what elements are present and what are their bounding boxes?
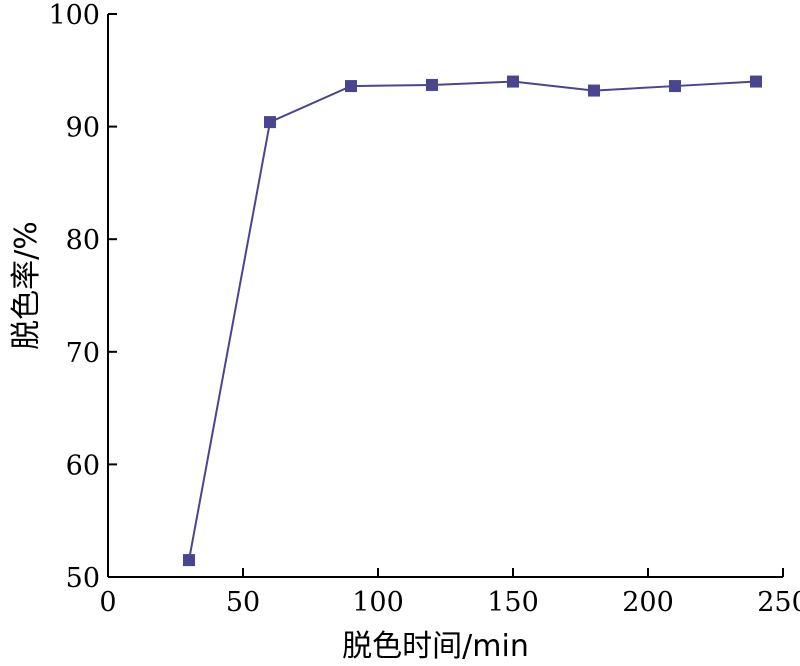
y-tick-label: 90: [66, 113, 100, 144]
y-tick-label: 50: [66, 563, 100, 594]
y-tick-label: 80: [66, 225, 100, 256]
y-axis-ticks: 50 60 70 80 90 100: [48, 0, 117, 594]
data-point: [183, 554, 195, 567]
x-tick-label: 50: [226, 587, 260, 618]
y-tick-label: 60: [66, 450, 100, 481]
data-point: [669, 80, 681, 93]
x-tick-label: 200: [622, 587, 674, 618]
y-tick-label: 100: [48, 0, 100, 31]
x-axis-ticks: 0 50 100 150 200 250: [99, 568, 800, 618]
x-tick-label: 150: [487, 587, 539, 618]
y-axis-title: 脱色率/%: [9, 221, 44, 350]
data-point: [750, 75, 762, 88]
data-point: [264, 116, 276, 129]
x-tick-label: 0: [99, 587, 116, 618]
data-point: [507, 75, 519, 88]
series-layer: [183, 75, 762, 567]
x-axis-title: 脱色时间/min: [342, 629, 529, 664]
x-tick-label: 250: [757, 587, 800, 618]
x-tick-label: 100: [352, 587, 404, 618]
data-point: [345, 80, 357, 93]
y-tick-label: 70: [66, 338, 100, 369]
data-point: [588, 84, 600, 97]
data-point: [426, 78, 438, 91]
series-line: [188, 80, 757, 561]
